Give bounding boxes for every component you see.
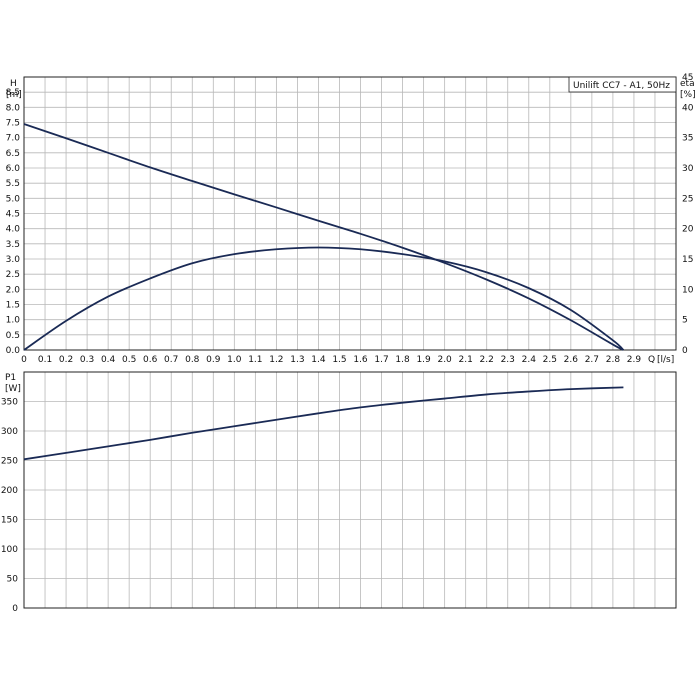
y-tick-label: 6.0 <box>6 164 21 174</box>
y-tick-label: 200 <box>1 486 18 496</box>
y-tick-label: 4.5 <box>6 210 20 220</box>
y2-tick-label: 20 <box>682 225 694 235</box>
plot-frame <box>23 76 677 351</box>
x-tick-label: 0.8 <box>185 355 200 365</box>
power-curve <box>23 386 624 461</box>
y-tick-label: 4.0 <box>6 225 21 235</box>
x-tick-label: 2.6 <box>564 355 579 365</box>
y-tick-label: 1.5 <box>6 301 20 311</box>
x-tick-label: 2.2 <box>480 355 494 365</box>
head-efficiency-plot: 0 0.1 0.2 0.3 0.4 0.5 0.6 0.7 0.8 0.9 1.0 1.1 1.2 1.3… <box>6 73 694 365</box>
y2-axis-label-eta: eta <box>680 79 695 89</box>
head-curve <box>23 123 624 351</box>
x-tick-label: 2.4 <box>522 355 537 365</box>
x-tick-label: 0.6 <box>143 355 158 365</box>
x-tick-label: 1.2 <box>269 355 283 365</box>
efficiency-curve <box>23 246 625 351</box>
x-tick-label: 1.0 <box>227 355 242 365</box>
plot-frame <box>23 371 677 609</box>
legend-box <box>568 76 677 93</box>
x-tick-label: 0 <box>21 355 27 365</box>
y-tick-label: 100 <box>1 545 18 555</box>
y-tick-label: 2.5 <box>6 270 20 280</box>
y-tick-label: 0.5 <box>6 331 20 341</box>
y-tick-label: 1.0 <box>6 316 21 326</box>
x-tick-label: 1.3 <box>290 355 304 365</box>
x-axis-label-q: Q <box>648 355 655 365</box>
y-tick-label: 7.5 <box>6 119 20 129</box>
y-tick-label: 5.0 <box>6 194 21 204</box>
x-tick-label: 0.9 <box>206 355 221 365</box>
y-tick-label: 8.0 <box>6 103 21 113</box>
x-tick-label: 0.5 <box>122 355 136 365</box>
x-tick-label: 0.4 <box>101 355 116 365</box>
y2-tick-label: 15 <box>682 255 693 265</box>
y-tick-label: 7.0 <box>6 134 21 144</box>
y-tick-label: 0 <box>12 604 18 614</box>
x-axis-unit-ls: [l/s] <box>657 355 674 365</box>
x-tick-label: 1.5 <box>332 355 346 365</box>
y2-tick-label: 35 <box>682 134 693 144</box>
x-tick-label: 2.3 <box>501 355 515 365</box>
x-tick-label: 1.9 <box>416 355 431 365</box>
y-tick-label: 250 <box>1 457 18 467</box>
y2-tick-label: 30 <box>682 164 694 174</box>
y-tick-label: 0.0 <box>6 346 21 356</box>
y-tick-label: 50 <box>7 575 19 585</box>
y-tick-label: 3.5 <box>6 240 20 250</box>
x-tick-label: 1.7 <box>374 355 388 365</box>
y2-tick-label: 5 <box>682 316 688 326</box>
x-tick-label: 2.8 <box>606 355 621 365</box>
y-tick-label: 2.0 <box>6 285 21 295</box>
y-tick-label: 6.5 <box>6 149 20 159</box>
y-axis-unit-w: [W] <box>5 384 21 394</box>
y2-tick-label: 0 <box>682 346 688 356</box>
y-tick-label: 8.5 <box>6 88 20 98</box>
x-tick-label: 0.7 <box>164 355 178 365</box>
x-tick-label: 1.4 <box>311 355 326 365</box>
x-tick-label: 0.1 <box>38 355 52 365</box>
y2-tick-label: 25 <box>682 194 693 204</box>
x-tick-label: 2.5 <box>543 355 557 365</box>
x-tick-label: 0.2 <box>59 355 73 365</box>
x-tick-label: 1.1 <box>248 355 262 365</box>
y-tick-label: 350 <box>1 398 18 408</box>
x-tick-label: 2.9 <box>627 355 642 365</box>
y2-axis-unit-percent: [%] <box>680 90 696 100</box>
power-plot: 0 50 100 150 200 250 300 350 <box>1 371 677 614</box>
y2-tick-label: 10 <box>682 285 694 295</box>
y-axis-unit-m: [m] <box>6 90 22 100</box>
y2-tick-label: 40 <box>682 103 694 113</box>
x-tick-label: 0.3 <box>80 355 94 365</box>
y-tick-label: 150 <box>1 516 18 526</box>
y-axis-label-p1: P1 <box>5 373 16 383</box>
legend-label: Unilift CC7 - A1, 50Hz <box>573 81 670 91</box>
x-tick-label: 1.8 <box>395 355 410 365</box>
y-axis-label-h: H <box>10 79 17 89</box>
y-tick-label: 300 <box>1 427 18 437</box>
x-tick-label: 2.1 <box>459 355 473 365</box>
y-tick-label: 3.0 <box>6 255 21 265</box>
y2-tick-label: 45 <box>682 73 693 83</box>
y-tick-label: 5.5 <box>6 179 20 189</box>
x-tick-label: 2.0 <box>437 355 452 365</box>
x-tick-label: 1.6 <box>353 355 368 365</box>
x-tick-label: 2.7 <box>585 355 599 365</box>
